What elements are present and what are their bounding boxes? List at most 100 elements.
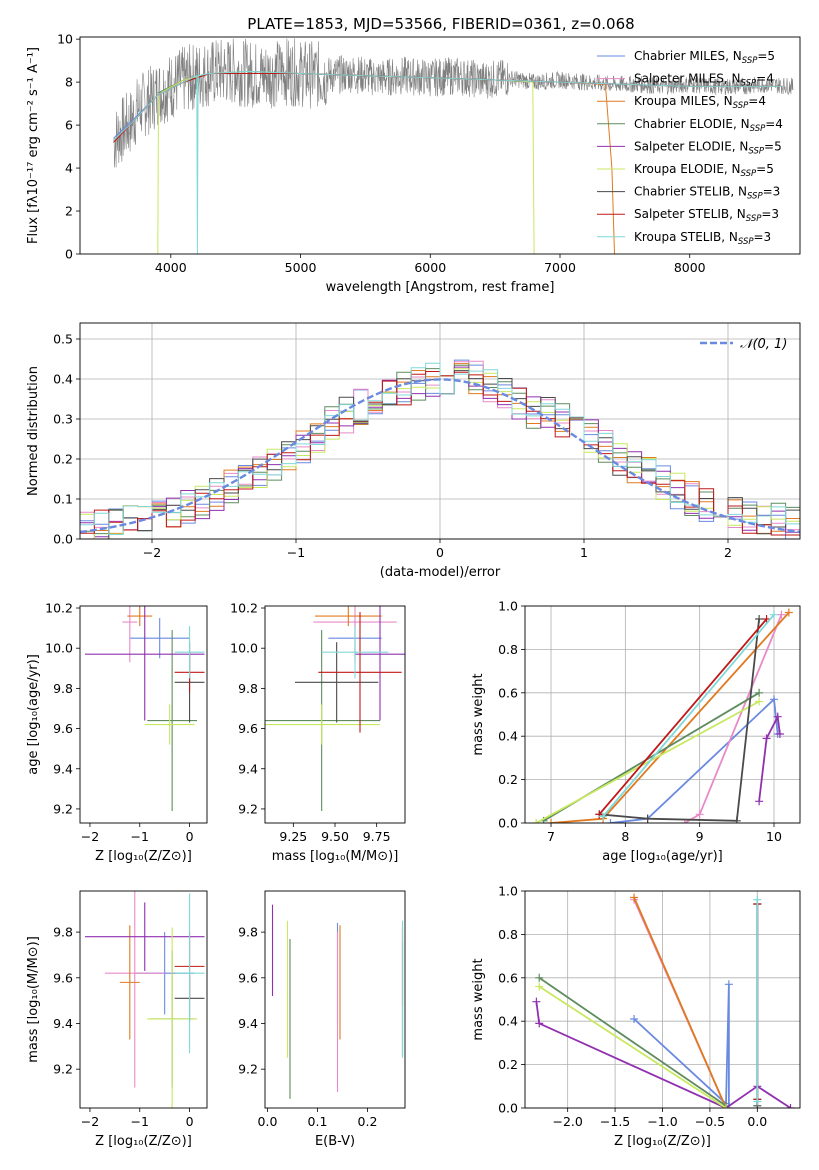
weight-vs-Z-lines xyxy=(532,893,795,1108)
plus-marker xyxy=(535,982,544,991)
y-tick-label: 0.4 xyxy=(53,372,73,387)
residuals-frame xyxy=(79,322,801,540)
age-vs-mass-errorbars xyxy=(265,606,405,811)
x-tick-label: −0.5 xyxy=(695,1114,725,1129)
legend-value: =3 xyxy=(761,207,779,221)
age-vs-mass-frame xyxy=(264,605,406,824)
y-tick-label: 0.2 xyxy=(498,1057,518,1072)
y-tick-label: 2 xyxy=(65,204,73,219)
x-tick-label: 9.75 xyxy=(363,829,391,844)
plus-marker xyxy=(769,610,778,619)
y-tick-label: 0.0 xyxy=(498,816,518,831)
y-tick-label: 9.6 xyxy=(53,721,73,736)
x-axis-label: wavelength [Angstrom, rest frame] xyxy=(326,280,555,295)
x-tick-label: 8000 xyxy=(674,260,706,275)
plus-marker xyxy=(777,610,786,619)
weight-vs-Z-frame xyxy=(524,890,801,1109)
y-axis-label: age [log₁₀(age/yr)] xyxy=(26,654,41,775)
plus-marker xyxy=(773,712,782,721)
legend-value: =5 xyxy=(764,139,782,153)
x-tick-label: 10 xyxy=(766,829,782,844)
y-axis-label: mass weight xyxy=(471,958,486,1040)
mass-vs-Z-errorbars xyxy=(84,891,205,1108)
plus-marker xyxy=(630,1015,639,1024)
age-vs-Z-axes xyxy=(76,607,190,827)
spectrum-axes xyxy=(76,38,691,258)
legend-subscript: SSP xyxy=(741,169,757,179)
plus-marker xyxy=(535,1019,544,1028)
x-tick-label: 0 xyxy=(186,829,194,844)
legend-entry: Chabrier MILES, NSSP=5 xyxy=(634,49,775,66)
x-tick-label: −1 xyxy=(131,829,149,844)
plus-marker xyxy=(755,697,764,706)
legend-subscript: SSP xyxy=(742,56,758,66)
y-tick-label: 0.8 xyxy=(498,642,518,657)
legend-entry: Kroupa STELIB, NSSP=3 xyxy=(634,230,771,247)
x-tick-label: 1 xyxy=(580,545,588,560)
y-tick-label: 10.0 xyxy=(230,641,258,656)
weight-series xyxy=(538,977,727,1107)
weight-series xyxy=(633,984,730,1108)
x-tick-label: −2 xyxy=(81,829,99,844)
x-tick-label: 0.0 xyxy=(258,1114,278,1129)
age-vs-Z-frame xyxy=(79,605,208,824)
plus-marker xyxy=(547,819,556,823)
y-tick-label: 0 xyxy=(65,247,73,262)
x-tick-label: 8 xyxy=(621,829,629,844)
y-tick-label: 9.6 xyxy=(238,721,258,736)
mass-vs-ebv-axes xyxy=(261,931,368,1112)
mass-vs-ebv-frame xyxy=(264,890,406,1109)
x-tick-label: 0.1 xyxy=(308,1114,328,1129)
x-axis-label: (data-model)/error xyxy=(380,565,501,580)
y-axis-label: Flux [fλ10⁻¹⁷ erg cm⁻² s⁻¹ A⁻¹] xyxy=(26,47,41,244)
x-tick-label: 9.50 xyxy=(321,829,349,844)
y-tick-label: 0.2 xyxy=(498,772,518,787)
y-tick-label: 9.2 xyxy=(238,1062,258,1077)
y-tick-label: 9.8 xyxy=(53,925,73,940)
x-tick-label: 9 xyxy=(696,829,704,844)
y-tick-label: 9.2 xyxy=(238,801,258,816)
plus-marker xyxy=(753,895,762,904)
x-tick-label: 0 xyxy=(436,545,444,560)
y-axis-label: Normed distribution xyxy=(26,366,41,496)
plus-marker xyxy=(762,734,771,743)
legend-subscript: SSP xyxy=(738,237,754,247)
legend-entry: Kroupa ELODIE, NSSP=5 xyxy=(634,162,774,179)
y-tick-label: 1.0 xyxy=(498,884,518,899)
plus-marker xyxy=(695,810,704,819)
x-tick-label: 7000 xyxy=(544,260,576,275)
figure-title: PLATE=1853, MJD=53566, FIBERID=0361, z=0… xyxy=(247,15,634,33)
plus-marker xyxy=(732,816,741,823)
legend-entry: Kroupa MILES, NSSP=4 xyxy=(634,94,766,111)
plus-marker xyxy=(630,893,639,902)
legend-value: =5 xyxy=(756,162,774,176)
y-tick-label: 0.0 xyxy=(53,532,73,547)
y-tick-label: 10.2 xyxy=(45,601,73,616)
weight-series xyxy=(535,1001,791,1108)
legend-subscript: SSP xyxy=(746,214,762,224)
y-tick-label: 9.4 xyxy=(53,1016,73,1031)
x-axis-label: age [log₁₀(age/yr)] xyxy=(602,849,723,864)
y-tick-label: 9.6 xyxy=(238,970,258,985)
plus-marker xyxy=(532,997,541,1006)
y-axis-label: mass [log₁₀(M/M⊙)] xyxy=(26,936,41,1063)
x-tick-label: −1 xyxy=(287,545,305,560)
legend-value: =3 xyxy=(754,230,772,244)
spectrum-lines xyxy=(113,38,794,254)
y-tick-label: 9.8 xyxy=(238,925,258,940)
legend-value: =4 xyxy=(748,94,766,108)
y-tick-label: 4 xyxy=(65,161,73,176)
plus-marker xyxy=(599,812,608,821)
mass-vs-ebv-errorbars xyxy=(271,904,404,1099)
x-tick-label: −1.0 xyxy=(647,1114,677,1129)
legend-entry: 𝒩(0, 1) xyxy=(740,337,787,352)
legend-entry: Chabrier STELIB, NSSP=3 xyxy=(634,185,780,202)
y-tick-label: 6 xyxy=(65,118,73,133)
legend-value: =3 xyxy=(763,185,781,199)
y-tick-label: 0.6 xyxy=(498,685,518,700)
plus-marker xyxy=(755,688,764,697)
x-tick-label: −2.0 xyxy=(552,1114,582,1129)
legend-value: =5 xyxy=(757,49,775,63)
y-tick-label: 0.0 xyxy=(498,1101,518,1116)
